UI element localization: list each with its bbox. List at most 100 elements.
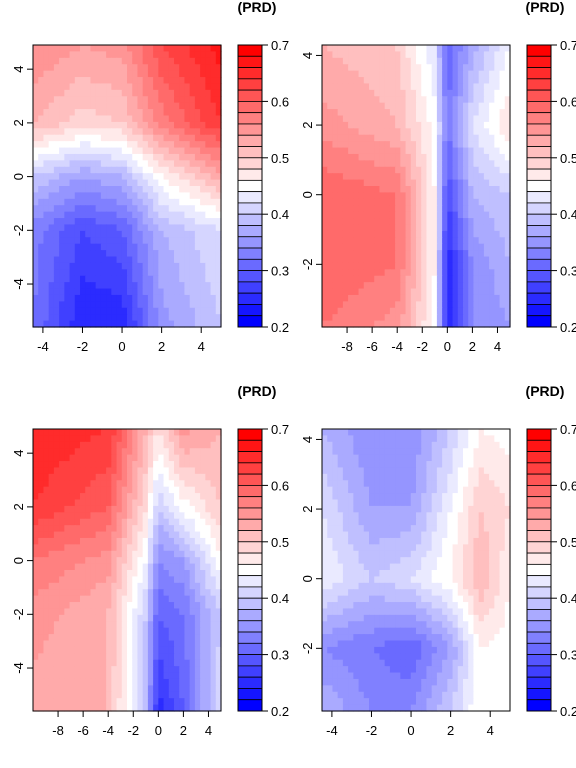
heatmap-cell (179, 77, 186, 85)
heatmap-cell (504, 115, 511, 123)
heatmap-cell (184, 179, 191, 187)
heatmap-cell (74, 595, 81, 603)
heatmap-cell (111, 486, 118, 494)
heatmap-cell (179, 96, 186, 104)
heatmap-cell (499, 134, 506, 142)
heatmap-cell (69, 230, 76, 238)
heatmap-cell (384, 230, 391, 238)
heatmap-cell (43, 173, 50, 181)
heatmap-cell (489, 147, 495, 155)
heatmap-cell (478, 134, 485, 142)
heatmap-cell (210, 314, 217, 322)
heatmap-cell (95, 262, 102, 270)
heatmap-cell (200, 518, 206, 526)
heatmap-cell (442, 198, 448, 206)
heatmap-cell (431, 250, 438, 258)
heatmap-cell (69, 307, 76, 315)
heatmap-cell (168, 582, 175, 590)
heatmap-cell (189, 211, 196, 219)
heatmap-cell (153, 678, 159, 686)
heatmap-cell (184, 691, 191, 699)
heatmap-cell (132, 96, 139, 104)
heatmap-cell (179, 179, 186, 187)
heatmap-cell (59, 467, 65, 475)
heatmap-cell (174, 640, 180, 648)
heatmap-cell (478, 301, 485, 309)
heatmap-cell (33, 525, 39, 533)
heatmap-cell (200, 45, 206, 53)
heatmap-cell (90, 499, 97, 507)
heatmap-cell (147, 186, 154, 194)
heatmap-cell (106, 109, 112, 117)
heatmap-cell (100, 531, 107, 539)
heatmap-cell (348, 243, 354, 251)
heatmap-cell (327, 307, 334, 315)
heatmap-cell (189, 192, 196, 200)
heatmap-cell (137, 557, 144, 565)
heatmap-cell (337, 307, 344, 315)
heatmap-cell (106, 653, 112, 661)
heatmap-cell (327, 435, 334, 443)
heatmap-cell (132, 320, 139, 328)
heatmap-cell (137, 179, 144, 187)
heatmap-cell (48, 659, 55, 667)
heatmap-cell (504, 320, 511, 328)
heatmap-cell (111, 166, 118, 174)
heatmap-cell (468, 109, 475, 117)
heatmap-cell (395, 77, 401, 85)
heatmap-cell (111, 704, 118, 712)
heatmap-cell (483, 77, 490, 85)
heatmap-cell (80, 198, 86, 206)
heatmap-cell (33, 544, 39, 552)
heatmap-cell (405, 141, 412, 149)
heatmap-cell (210, 525, 217, 533)
heatmap-cell (74, 192, 81, 200)
heatmap-cell (127, 314, 133, 322)
heatmap-cell (389, 186, 396, 194)
heatmap-cell (174, 51, 180, 59)
heatmap-cell (90, 640, 97, 648)
heatmap-cell (95, 128, 102, 136)
heatmap-cell (468, 173, 475, 181)
heatmap-cell (504, 102, 511, 110)
heatmap-cell (64, 96, 71, 104)
heatmap-cell (358, 179, 365, 187)
heatmap-cell (111, 109, 118, 117)
heatmap-cell (153, 698, 159, 706)
heatmap-cell (59, 576, 65, 584)
heatmap-cell (137, 646, 144, 654)
heatmap-cell (395, 179, 401, 187)
heatmap-cell (64, 448, 71, 456)
heatmap-cell (100, 186, 107, 194)
heatmap-cell (33, 429, 39, 437)
heatmap-cell (353, 262, 360, 270)
heatmap-cell (332, 307, 339, 315)
heatmap-cell (215, 563, 222, 571)
heatmap-cell (38, 256, 45, 264)
heatmap-cell (174, 218, 180, 226)
heatmap-cell (153, 480, 159, 488)
heatmap-cell (147, 640, 154, 648)
heatmap-cell (142, 230, 149, 238)
heatmap-cell (342, 179, 349, 187)
heatmap-cell (142, 314, 149, 322)
heatmap-cell (389, 294, 396, 302)
heatmap-cell (168, 70, 175, 78)
heatmap-cell (342, 250, 349, 258)
heatmap-cell (127, 179, 133, 187)
heatmap-cell (64, 275, 71, 283)
heatmap-cell (95, 230, 102, 238)
heatmap-cell (158, 102, 165, 110)
heatmap-cell (142, 678, 149, 686)
heatmap-cell (64, 557, 71, 565)
heatmap-cell (53, 448, 60, 456)
heatmap-cell (53, 595, 60, 603)
heatmap-cell (33, 493, 39, 501)
heatmap-cell (48, 153, 55, 161)
heatmap-cell (38, 121, 45, 129)
heatmap-cell (410, 153, 417, 161)
heatmap-cell (147, 128, 154, 136)
heatmap-cell (332, 230, 339, 238)
heatmap-cell (153, 205, 159, 213)
heatmap-cell (473, 198, 480, 206)
